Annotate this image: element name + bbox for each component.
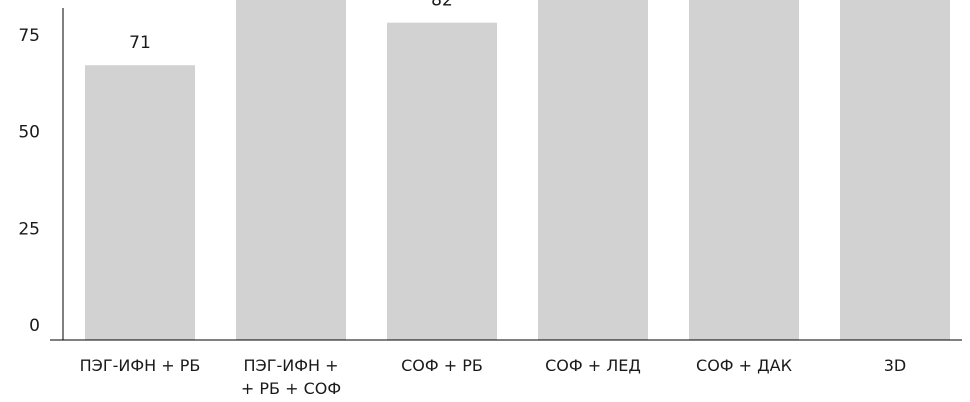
bar-3 [538, 0, 648, 340]
x-category-label-2: СОФ + РБ [401, 356, 483, 375]
bar-2 [387, 22, 497, 340]
x-category-label-5: 3D [884, 356, 907, 375]
y-tick-label-25: 25 [18, 219, 40, 239]
x-category-label-1-line-1: + РБ + СОФ [241, 379, 341, 398]
bar-value-label-2: 82 [431, 0, 453, 11]
y-tick-labels-layer: 0255075100125 [18, 26, 40, 336]
y-tick-label-50: 50 [18, 123, 40, 143]
bar-4 [689, 0, 799, 340]
bars-layer [85, 0, 950, 340]
x-category-label-4: СОФ + ДАК [696, 356, 793, 375]
bar-value-label-0: 71 [129, 33, 151, 53]
axes-layer [50, 8, 962, 341]
bar-5 [840, 0, 950, 340]
bar-0 [85, 65, 195, 340]
y-tick-label-0: 0 [29, 316, 40, 336]
x-category-label-1-line-0: ПЭГ-ИФН + [244, 356, 339, 375]
bar-1 [236, 0, 346, 340]
x-category-label-3: СОФ + ЛЕД [545, 356, 641, 375]
value-labels-layer: 71898294100100 [129, 0, 453, 53]
x-category-labels-layer: ПЭГ-ИФН + РБ ПЭГ-ИФН + + РБ + СОФ СОФ + РБ С… [80, 356, 907, 398]
y-tick-label-75: 75 [18, 26, 40, 46]
x-category-label-0: ПЭГ-ИФН + РБ [80, 356, 201, 375]
